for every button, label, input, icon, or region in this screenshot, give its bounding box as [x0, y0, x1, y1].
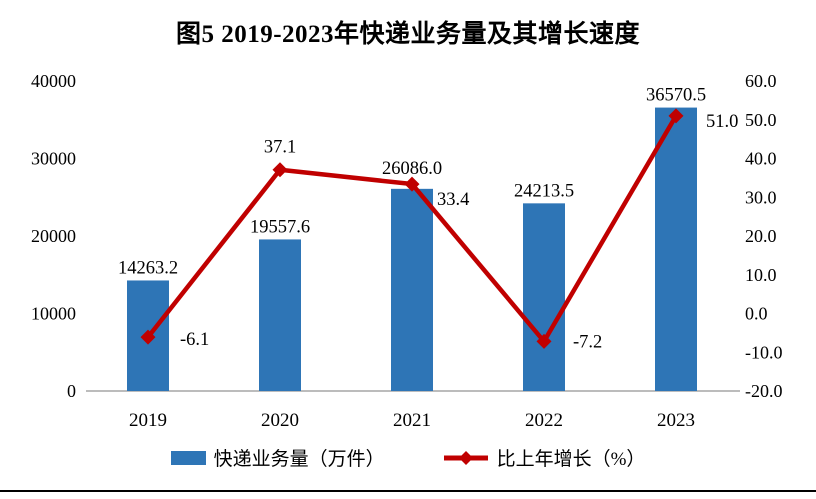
bar-value-label: 36570.5 — [646, 86, 706, 106]
line-value-label: 37.1 — [264, 138, 296, 158]
bar-value-label: 24213.5 — [514, 181, 574, 201]
line-value-label: -7.2 — [573, 332, 602, 352]
legend-item-line-series: 比上年增长（%） — [443, 444, 646, 471]
x-axis-tick-label: 2022 — [525, 410, 563, 431]
x-axis-tick-label: 2019 — [129, 410, 167, 431]
y-axis-left-tick-label: 20000 — [31, 226, 76, 246]
y-axis-right-tick-label: 10.0 — [745, 265, 777, 285]
bar-2021 — [391, 188, 433, 391]
legend-item-bar-series: 快递业务量（万件） — [170, 444, 385, 471]
bar-series-swatch-icon — [170, 450, 206, 465]
y-axis-right-tick-label: -10.0 — [745, 342, 783, 362]
bottom-divider — [0, 490, 816, 492]
bar-2022 — [523, 203, 565, 391]
line-value-label: -6.1 — [180, 330, 209, 350]
line-point-2020 — [272, 162, 288, 178]
bar-value-label: 26086.0 — [382, 159, 442, 179]
y-axis-left-tick-label: 30000 — [31, 149, 76, 169]
y-axis-right-tick-label: 60.0 — [745, 71, 777, 91]
y-axis-left-tick-label: 10000 — [31, 304, 76, 324]
y-axis-right-tick-label: -20.0 — [745, 381, 783, 401]
line-point-2023 — [668, 108, 684, 124]
chart-title: 图5 2019-2023年快递业务量及其增长速度 — [175, 21, 641, 48]
y-axis-right-tick-label: 20.0 — [745, 226, 777, 246]
line-value-label: 51.0 — [706, 112, 738, 132]
y-axis-left-tick-label: 40000 — [31, 71, 76, 91]
legend-diamond-marker — [458, 450, 473, 465]
bar-value-label: 14263.2 — [118, 258, 178, 278]
line-point-2019 — [140, 329, 156, 345]
x-axis-tick-label: 2021 — [393, 410, 431, 431]
x-axis-tick-label: 2023 — [657, 410, 695, 431]
y-axis-right-tick-label: 30.0 — [745, 187, 777, 207]
line-series-marker-icon — [443, 450, 488, 465]
bar-2020 — [259, 239, 301, 391]
line-value-label: 33.4 — [437, 190, 469, 210]
y-axis-right-tick-label: 0.0 — [745, 304, 768, 324]
legend-bar-label: 快递业务量（万件） — [213, 449, 385, 470]
line-point-2022 — [536, 333, 552, 349]
legend-line-label: 比上年增长（%） — [496, 449, 646, 470]
line-point-2021 — [404, 176, 420, 192]
y-axis-right-tick-label: 40.0 — [745, 149, 777, 169]
bar-2023 — [655, 107, 697, 392]
y-axis-right-tick-label: 50.0 — [745, 110, 777, 130]
y-axis-left-tick-label: 0 — [67, 381, 76, 401]
chart-legend: 快递业务量（万件） 比上年增长（%） — [0, 444, 816, 471]
x-axis-tick-label: 2020 — [261, 410, 299, 431]
bar-value-label: 19557.6 — [250, 217, 310, 237]
